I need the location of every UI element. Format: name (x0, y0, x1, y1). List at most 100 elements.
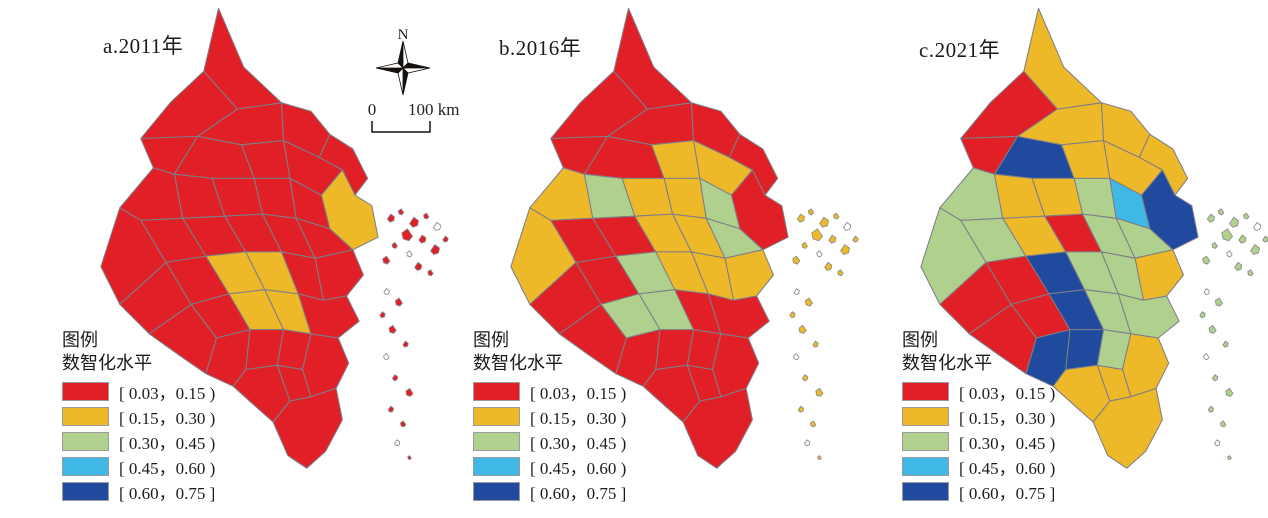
island-speck (1227, 455, 1232, 461)
island-speck (407, 455, 412, 461)
choropleth-map-2011 (100, 7, 449, 469)
island-speck (798, 324, 807, 334)
panel-label-2021: c.2021年 (919, 38, 1001, 62)
island-speck (801, 241, 808, 249)
island-speck (1238, 234, 1247, 244)
island-speck (401, 228, 414, 242)
legend-title: 图例 (62, 330, 98, 350)
choropleth-map-2021 (920, 7, 1268, 469)
island-speck (1243, 212, 1250, 220)
island-speck (409, 216, 419, 228)
island-speck (1221, 228, 1234, 242)
legend-row: [ 0.15，0.30 ) (62, 406, 215, 428)
legend-swatch (902, 481, 949, 501)
map-region-R36 (301, 333, 350, 398)
island-speck (393, 439, 401, 447)
legend-row: [ 0.60，0.75 ] (62, 481, 216, 503)
legend-class-label: [ 0.03，0.15 ) (530, 383, 627, 403)
map-region-R27 (1134, 249, 1184, 301)
legend-row: [ 0.45，0.60 ) (902, 456, 1055, 478)
legend-class-label: [ 0.15，0.30 ) (959, 408, 1056, 428)
map-region-R39 (682, 387, 753, 469)
legend-class-label: [ 0.60，0.75 ] (530, 483, 627, 503)
island-speck (801, 374, 809, 382)
island-speck (816, 250, 823, 258)
island-speck (379, 311, 386, 319)
legend-row: [ 0.60，0.75 ] (473, 481, 627, 503)
legend-row: [ 0.03，0.15 ) (902, 381, 1055, 403)
island-speck (828, 234, 837, 244)
map-region-R27 (724, 249, 774, 301)
island-speck (1225, 387, 1234, 397)
island-speck (430, 243, 440, 256)
island-speck (383, 353, 390, 361)
legend-class-label: [ 0.45，0.60 ) (530, 458, 627, 478)
legend-subtitle: 数智化水平 (902, 353, 992, 373)
island-speck (824, 261, 833, 271)
island-speck (382, 255, 391, 265)
island-speck (1229, 216, 1239, 228)
island-speck (433, 221, 442, 231)
island-speck (1217, 208, 1225, 216)
legend-class-label: [ 0.30，0.45 ) (119, 433, 216, 453)
island-speck (1203, 288, 1210, 296)
island-speck (391, 241, 398, 249)
north-label: N (398, 27, 409, 43)
map-region-R07 (939, 167, 1004, 221)
legend-2016: 图例 数智化水平 [ 0.03，0.15 ) [ 0.15，0.30 ) [ 0.3… (473, 329, 626, 506)
island-speck (414, 261, 423, 271)
island-speck (427, 269, 434, 277)
legend-subtitle: 数智化水平 (62, 353, 152, 373)
legend-class-label: [ 0.30，0.45 ) (959, 433, 1056, 453)
island-speck (402, 340, 409, 348)
island-speck (789, 311, 796, 319)
island-speck (1206, 213, 1215, 223)
island-speck (1213, 439, 1221, 447)
legend-swatch (473, 381, 520, 401)
island-speck (1219, 420, 1227, 428)
legend-row: [ 0.45，0.60 ) (62, 456, 215, 478)
island-speck (1253, 221, 1262, 231)
legend-title: 图例 (473, 330, 509, 350)
map-region-R07 (529, 167, 594, 221)
island-speck (388, 324, 397, 334)
compass-star-icon (375, 40, 431, 96)
legend-subtitle: 数智化水平 (473, 353, 563, 373)
island-speck (442, 235, 449, 243)
legend-row: [ 0.30，0.45 ) (473, 431, 627, 453)
scalebar-distance-label: 100 km (408, 100, 460, 119)
island-speck (837, 269, 844, 277)
legend-row: [ 0.03，0.15 ) (473, 381, 627, 403)
island-speck (1199, 311, 1206, 319)
island-speck (1202, 255, 1211, 265)
island-speck (796, 213, 805, 223)
legend-rows: [ 0.03，0.15 ) [ 0.15，0.30 ) [ 0.30，0.45 ) [… (473, 381, 627, 503)
island-speck (1211, 374, 1219, 382)
island-speck (1262, 235, 1268, 243)
island-speck (394, 297, 403, 307)
legend-swatch (473, 431, 520, 451)
island-speck (405, 387, 414, 397)
legend-class-label: [ 0.60，0.75 ] (119, 483, 216, 503)
choropleth-map-2016 (510, 7, 859, 469)
island-speck (792, 255, 801, 265)
island-speck (383, 288, 390, 296)
legend-row: [ 0.60，0.75 ] (902, 481, 1055, 503)
island-speck (1226, 250, 1233, 258)
island-speck (1207, 405, 1215, 413)
island-speck (397, 208, 405, 216)
legend-class-label: [ 0.03，0.15 ) (119, 383, 216, 403)
map-region-R36 (711, 333, 760, 398)
legend-2021: 图例 数智化水平 [ 0.03，0.15 ) [ 0.15，0.30 ) [ 0.3… (902, 329, 1055, 506)
island-speck (1250, 243, 1260, 256)
legend-swatch (62, 481, 109, 501)
legend-swatch (902, 431, 949, 451)
island-speck (391, 374, 399, 382)
legend-row: [ 0.45，0.60 ) (473, 456, 627, 478)
legend-swatch (902, 456, 949, 476)
legend-swatch (62, 456, 109, 476)
legend-rows: [ 0.03，0.15 ) [ 0.15，0.30 ) [ 0.30，0.45 ) [… (62, 381, 216, 503)
island-speck (1211, 241, 1218, 249)
legend-class-label: [ 0.30，0.45 ) (530, 433, 627, 453)
island-speck (1208, 324, 1217, 334)
